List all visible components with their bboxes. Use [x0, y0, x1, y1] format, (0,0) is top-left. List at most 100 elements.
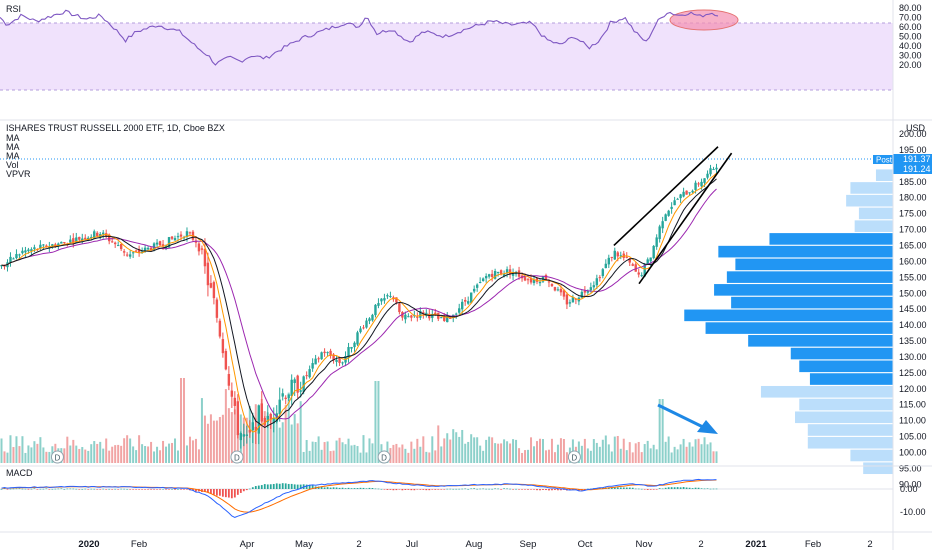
candle-body — [218, 320, 222, 337]
volume-bar — [598, 446, 601, 463]
rsi-tick-label: 20.00 — [899, 60, 922, 70]
macd-histogram-bar — [539, 489, 541, 491]
volume-bar — [15, 436, 18, 463]
macd-histogram-bar — [239, 489, 242, 493]
macd-signal-line — [1, 479, 717, 513]
candle-body — [526, 279, 530, 281]
macd-histogram-bar — [81, 488, 84, 490]
post-badge-label: Post — [876, 156, 893, 165]
volume-bar — [440, 446, 443, 463]
time-tick-label: Feb — [131, 539, 147, 550]
rsi-tick-label: 30.00 — [899, 51, 922, 61]
macd-histogram-bar — [503, 488, 505, 489]
macd-histogram-bar — [652, 489, 655, 490]
macd-histogram-bar — [494, 488, 497, 490]
price-pane[interactable]: ISHARES TRUST RUSSELL 2000 ETF, 1D, Cboe… — [0, 123, 932, 489]
macd-histogram-bar — [308, 484, 311, 489]
volume-bar — [658, 399, 661, 463]
macd-histogram-bar — [664, 487, 667, 489]
candle-body — [269, 413, 272, 420]
volume-bar — [171, 442, 174, 463]
time-axis: 2020 Feb Apr May 2 Jul Aug Sep Oct Nov 2 2021 Feb 2 — [78, 539, 872, 550]
macd-histogram-bar — [598, 487, 601, 489]
candle-body — [335, 359, 338, 362]
macd-histogram-bar — [682, 487, 685, 489]
candle-body — [715, 167, 718, 170]
vpvr-row — [760, 385, 893, 398]
volume-bar — [275, 413, 278, 463]
macd-histogram-bar — [658, 488, 661, 489]
macd-histogram-bar — [33, 488, 36, 489]
volume-bar — [263, 411, 266, 463]
volume-bar — [428, 452, 431, 463]
wedge-lower-trendline[interactable] — [638, 152, 733, 285]
volume-bar — [413, 448, 416, 463]
volume-bar — [212, 420, 215, 463]
volume-bar — [703, 437, 706, 463]
macd-histogram-bar — [688, 487, 691, 489]
candle-body — [478, 282, 482, 284]
macd-histogram-bar — [66, 488, 69, 490]
candle-body — [30, 249, 33, 252]
volume-bar — [120, 445, 123, 463]
macd-pane[interactable]: MACD 0.00 -10.00 — [0, 468, 926, 518]
candle-body — [305, 375, 308, 377]
candle-body — [72, 238, 75, 244]
volume-bar — [323, 442, 326, 463]
volume-bar — [305, 439, 308, 463]
macd-histogram-bar — [610, 487, 613, 489]
wedge-upper-trendline[interactable] — [613, 146, 719, 247]
volume-bar — [66, 436, 69, 463]
candle-body — [137, 248, 141, 253]
candle-body — [697, 183, 700, 185]
last-price-label: 191.24 — [893, 164, 932, 174]
volume-bar — [209, 414, 212, 463]
volume-bar — [69, 445, 72, 463]
candle-body — [419, 311, 422, 318]
candle-body — [458, 308, 461, 313]
volume-bar — [521, 452, 524, 463]
candle-body — [251, 422, 254, 430]
volume-bar — [12, 447, 15, 463]
macd-histogram-bar — [242, 489, 245, 492]
price-tick-label: 140.00 — [899, 320, 927, 330]
candle-body — [550, 283, 554, 287]
volume-down-arrow — [657, 403, 718, 434]
macd-histogram-bar — [628, 487, 631, 489]
macd-histogram-bar — [470, 488, 473, 490]
candle-body — [619, 255, 622, 257]
macd-histogram-bar — [332, 487, 335, 489]
macd-histogram-bar — [488, 488, 491, 490]
macd-histogram-bar — [335, 487, 338, 489]
macd-histogram-bar — [461, 488, 464, 490]
candle-body — [215, 299, 219, 318]
vpvr-row — [705, 322, 893, 334]
candle-body — [466, 301, 470, 304]
candle-body — [395, 297, 398, 303]
vpvr-row — [807, 424, 893, 436]
candle-body — [398, 303, 401, 313]
volume-bar — [114, 445, 117, 463]
candle-body — [230, 390, 234, 397]
candle-body — [69, 239, 72, 243]
vpvr-row — [718, 245, 893, 258]
candle-body — [502, 273, 506, 277]
macd-histogram-bar — [655, 489, 658, 490]
candle-body — [18, 254, 21, 256]
macd-histogram-bar — [105, 489, 108, 490]
volume-bar — [470, 434, 473, 463]
vpvr-row — [769, 233, 893, 245]
macd-histogram-bar — [305, 484, 308, 489]
macd-histogram-bar — [554, 489, 556, 491]
macd-histogram-bar — [39, 488, 42, 490]
candle-body — [350, 346, 353, 349]
candle-body — [709, 168, 712, 175]
candle-body — [15, 254, 18, 259]
candle-body — [284, 397, 287, 400]
candle-body — [173, 238, 177, 241]
volume-bar — [311, 441, 314, 463]
volume-bar — [179, 378, 182, 463]
